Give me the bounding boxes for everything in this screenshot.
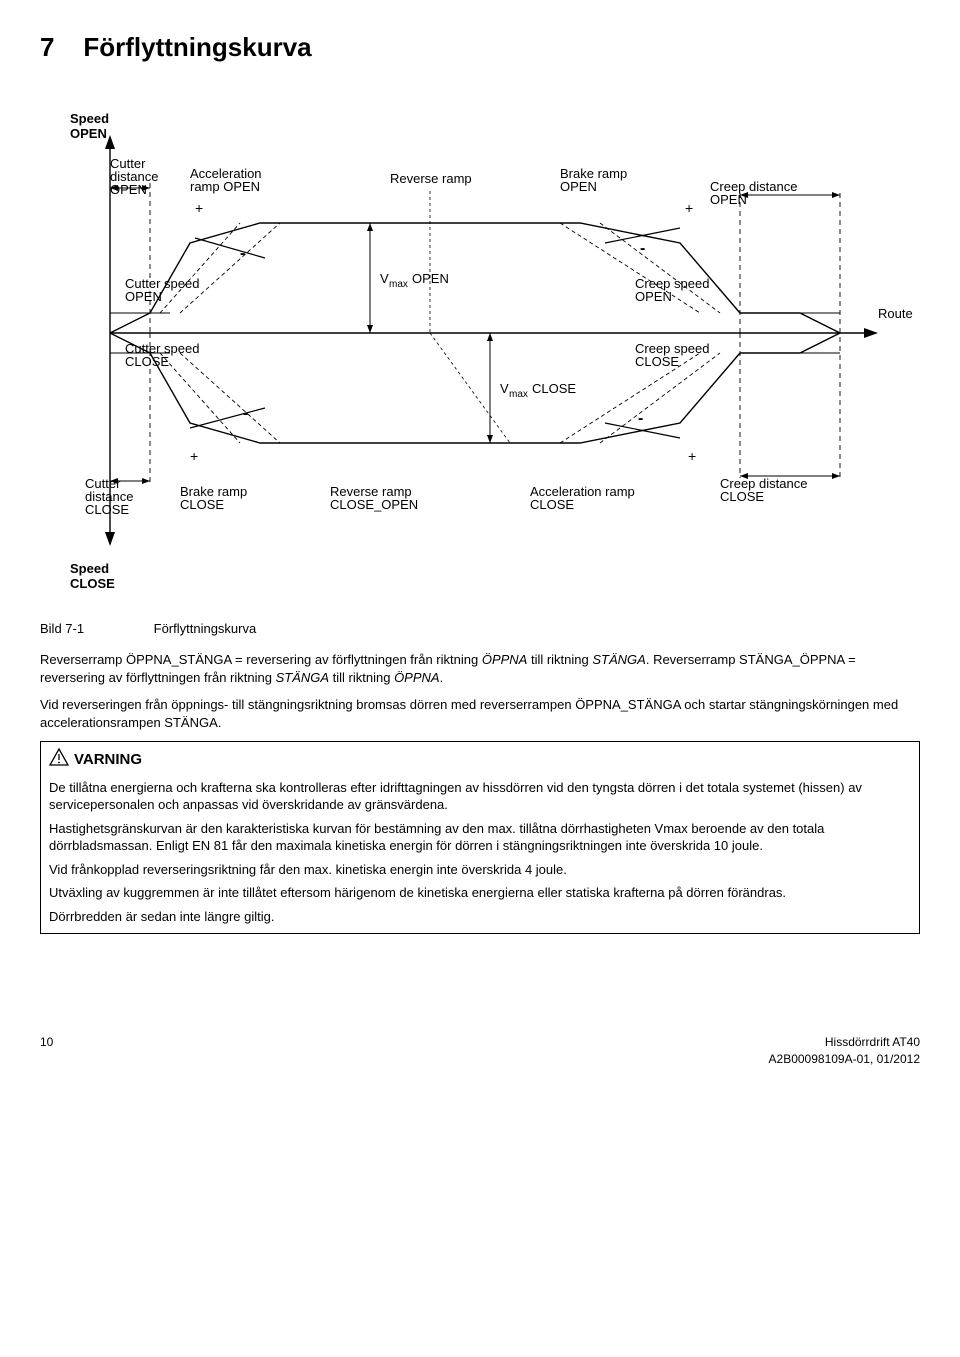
vmax-open-label: V bbox=[380, 271, 389, 286]
figure-caption: Bild 7-1 Förflyttningskurva bbox=[40, 620, 920, 638]
reverse-ramp-top-label: Reverse ramp bbox=[390, 171, 472, 186]
svg-text:ramp OPEN: ramp OPEN bbox=[190, 179, 260, 194]
svg-text:CLOSE: CLOSE bbox=[720, 489, 764, 504]
svg-text:CLOSE: CLOSE bbox=[85, 502, 129, 517]
svg-text:-: - bbox=[638, 410, 643, 427]
svg-text:+: + bbox=[195, 200, 203, 216]
axis-speed-open: Speed bbox=[70, 111, 109, 126]
angle-mark-tl bbox=[195, 238, 265, 258]
svg-text:+: + bbox=[190, 448, 198, 464]
svg-text:+: + bbox=[688, 448, 696, 464]
svg-text:OPEN: OPEN bbox=[70, 126, 107, 141]
para-1: Reverserramp ÖPPNA_STÄNGA = reversering … bbox=[40, 651, 920, 686]
section-heading: 7 Förflyttningskurva bbox=[40, 30, 920, 65]
axis-speed-close: Speed bbox=[70, 561, 109, 576]
warning-p2: Hastighetsgränskurvan är den karakterist… bbox=[49, 820, 911, 855]
svg-text:OPEN: OPEN bbox=[125, 289, 162, 304]
warning-p4: Utväxling av kuggremmen är inte tillåtet… bbox=[49, 884, 911, 902]
svg-text:CLOSE: CLOSE bbox=[530, 497, 574, 512]
svg-text:-: - bbox=[243, 405, 248, 422]
svg-text:OPEN: OPEN bbox=[412, 271, 449, 286]
svg-text:OPEN: OPEN bbox=[710, 192, 747, 207]
page-footer: 10 Hissdörrdrift AT40 A2B00098109A-01, 0… bbox=[40, 1034, 920, 1066]
svg-text:+: + bbox=[685, 200, 693, 216]
svg-text:CLOSE: CLOSE bbox=[125, 354, 169, 369]
svg-text:CLOSE: CLOSE bbox=[635, 354, 679, 369]
warning-p5: Dörrbredden är sedan inte längre giltig. bbox=[49, 908, 911, 926]
page-number: 10 bbox=[40, 1034, 53, 1066]
motion-curve-diagram: Speed OPEN Speed CLOSE Route + - + - bbox=[40, 83, 920, 608]
svg-text:CLOSE_OPEN: CLOSE_OPEN bbox=[330, 497, 418, 512]
route-label: Route bbox=[878, 306, 913, 321]
caption-text: Förflyttningskurva bbox=[154, 621, 257, 636]
footer-doc: A2B00098109A-01, 01/2012 bbox=[769, 1051, 920, 1067]
warning-p1: De tillåtna energierna och krafterna ska… bbox=[49, 779, 911, 814]
vmax-open-arrow bbox=[367, 223, 373, 333]
svg-text:max: max bbox=[509, 389, 528, 400]
para-2: Vid reverseringen från öppnings- till st… bbox=[40, 696, 920, 731]
warning-p3: Vid frånkopplad reverseringsriktning får… bbox=[49, 861, 911, 879]
vmax-close-arrow bbox=[487, 333, 493, 443]
warning-title: VARNING bbox=[49, 748, 911, 772]
svg-text:max: max bbox=[389, 279, 408, 290]
warning-icon bbox=[49, 748, 69, 772]
section-number: 7 bbox=[40, 32, 54, 62]
vmax-close-label: V bbox=[500, 381, 509, 396]
footer-title: Hissdörrdrift AT40 bbox=[769, 1034, 920, 1050]
svg-text:OPEN: OPEN bbox=[560, 179, 597, 194]
warning-box: VARNING De tillåtna energierna och kraft… bbox=[40, 741, 920, 934]
svg-text:-: - bbox=[240, 245, 245, 262]
svg-text:OPEN: OPEN bbox=[110, 182, 147, 197]
svg-text:CLOSE: CLOSE bbox=[532, 381, 576, 396]
svg-text:CLOSE: CLOSE bbox=[70, 576, 115, 591]
svg-text:CLOSE: CLOSE bbox=[180, 497, 224, 512]
svg-text:OPEN: OPEN bbox=[635, 289, 672, 304]
section-title: Förflyttningskurva bbox=[83, 32, 311, 62]
svg-text:-: - bbox=[640, 240, 645, 257]
caption-prefix: Bild 7-1 bbox=[40, 620, 150, 638]
